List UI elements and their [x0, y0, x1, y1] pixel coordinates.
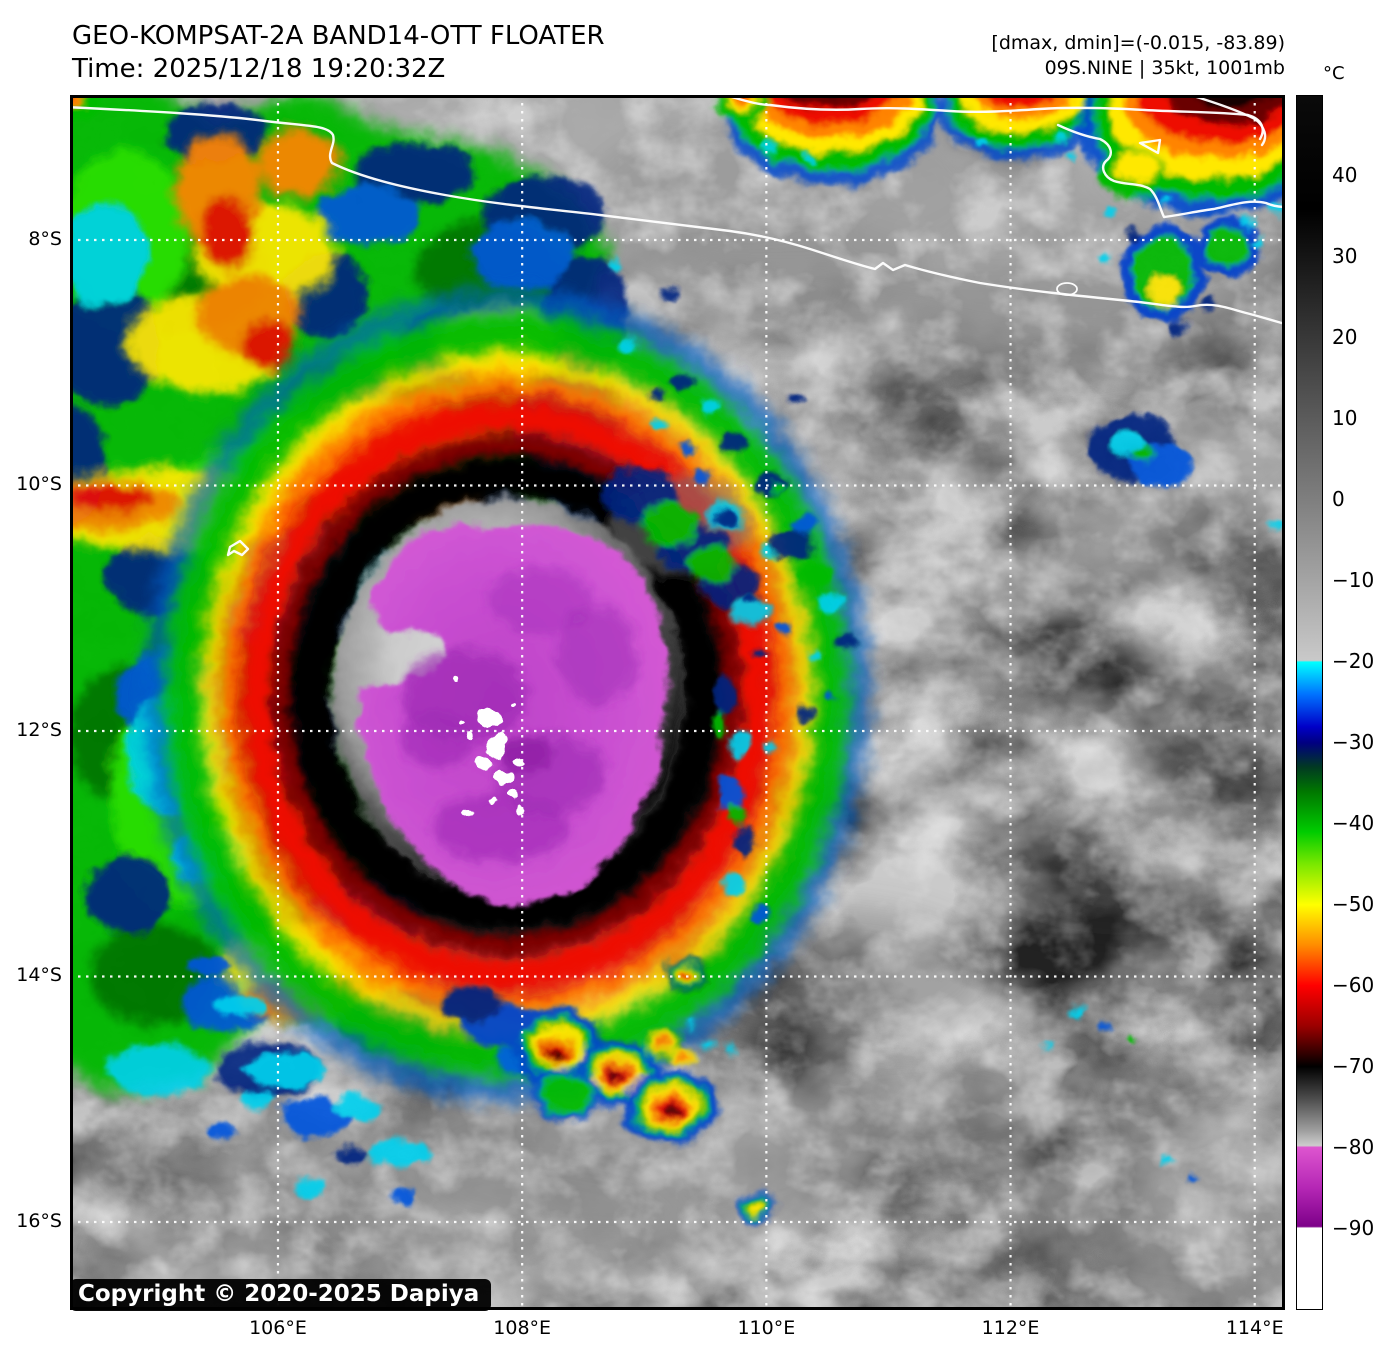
- copyright-badge: Copyright © 2020-2025 Dapiya: [70, 1279, 492, 1311]
- colorbar-tick-label: 40: [1332, 163, 1358, 187]
- product-title: GEO-KOMPSAT-2A BAND14-OTT FLOATER: [72, 21, 605, 51]
- colorbar: [1296, 95, 1323, 1310]
- longitude-tick-label: 114°E: [1225, 1317, 1284, 1339]
- latitude-tick-label: 16°S: [16, 1209, 62, 1232]
- longitude-tick-label: 108°E: [493, 1317, 552, 1339]
- colorbar-tick-label: −60: [1332, 973, 1375, 997]
- java-north-coastline: [723, 95, 1264, 141]
- satellite-image: [70, 95, 1285, 1310]
- colorbar-tick-label: −90: [1332, 1216, 1375, 1240]
- coastlines: [70, 95, 1285, 557]
- satellite-scene: [70, 95, 1285, 1310]
- overshooting-tops-white-spots: [451, 677, 528, 818]
- map-frame: [70, 95, 1285, 1310]
- colorbar-tick-label: 10: [1332, 406, 1358, 430]
- latitude-tick-label: 8°S: [28, 227, 62, 250]
- small-island-oval: [1056, 282, 1078, 296]
- colorbar-tick-label: 30: [1332, 244, 1358, 268]
- latitude-tick-label: 12°S: [16, 718, 62, 741]
- colorbar-tick-label: −30: [1332, 730, 1375, 754]
- storm-info-annotation: 09S.NINE | 35kt, 1001mb: [1044, 57, 1285, 79]
- colorbar-tick-label: −40: [1332, 811, 1375, 835]
- scattered-convective-cells: [190, 217, 1281, 1224]
- longitude-tick-label: 112°E: [981, 1317, 1040, 1339]
- product-time: Time: 2025/12/18 19:20:32Z: [72, 54, 446, 84]
- colorbar-tick-label: −10: [1332, 568, 1375, 592]
- latitude-tick-label: 10°S: [16, 473, 62, 496]
- colorbar-tick-label: 20: [1332, 325, 1358, 349]
- colorbar-tick-label: −70: [1332, 1054, 1375, 1078]
- colorbar-tick-label: −80: [1332, 1135, 1375, 1159]
- colorbar-tick-label: −20: [1332, 649, 1375, 673]
- small-island-outline: [226, 539, 250, 557]
- colorbar-tick-label: 0: [1332, 487, 1345, 511]
- peninsula-outline: [1138, 138, 1162, 155]
- dmax-dmin-annotation: [dmax, dmin]=(-0.015, -83.89): [991, 32, 1285, 54]
- latitude-tick-label: 14°S: [16, 964, 62, 987]
- colorbar-tick-label: −50: [1332, 892, 1375, 916]
- satellite-map: [70, 95, 1285, 1310]
- latlon-gridlines: [70, 95, 1285, 1310]
- east-java-coastline: [1056, 123, 1285, 219]
- colorbar-gradient: [1297, 96, 1322, 1309]
- cdo-cold-core: [358, 522, 669, 906]
- colorbar-unit-label: °C: [1323, 63, 1345, 84]
- java-south-coastline: [70, 106, 1285, 326]
- top-right-coastline: [1188, 95, 1267, 147]
- longitude-tick-label: 110°E: [737, 1317, 796, 1339]
- longitude-tick-label: 106°E: [249, 1317, 307, 1339]
